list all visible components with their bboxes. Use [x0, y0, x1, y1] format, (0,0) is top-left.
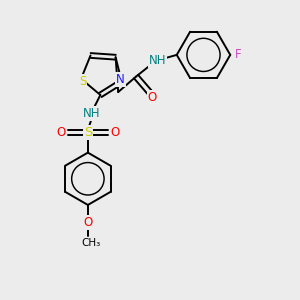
Text: S: S — [79, 75, 86, 88]
Text: O: O — [110, 126, 119, 139]
Text: O: O — [148, 91, 157, 104]
Text: N: N — [116, 73, 124, 86]
Text: F: F — [235, 48, 242, 62]
Text: NH: NH — [149, 54, 166, 67]
Text: O: O — [56, 126, 66, 139]
Text: NH: NH — [83, 107, 100, 120]
Text: CH₃: CH₃ — [82, 238, 101, 248]
Text: O: O — [83, 216, 92, 229]
Text: S: S — [84, 126, 92, 139]
